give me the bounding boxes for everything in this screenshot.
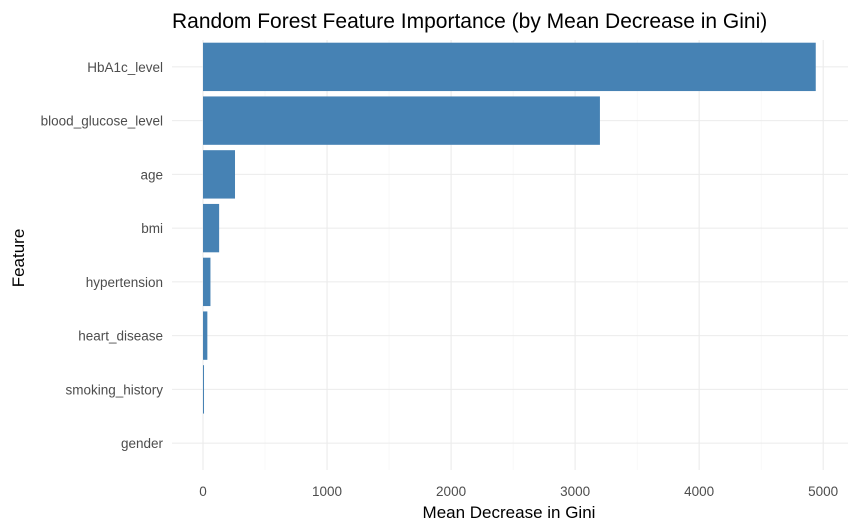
x-axis-title: Mean Decrease in Gini <box>423 503 596 522</box>
x-tick-label: 1000 <box>312 484 342 499</box>
x-tick-label: 2000 <box>436 484 466 499</box>
bar-smoking_history <box>203 365 205 414</box>
bar-bmi <box>203 203 220 253</box>
bar-age <box>203 150 236 199</box>
y-axis-title: Feature <box>9 229 28 288</box>
y-tick-label: smoking_history <box>65 382 163 397</box>
y-tick-label: age <box>140 167 163 182</box>
y-tick-label: bmi <box>141 221 163 236</box>
bar-heart_disease <box>203 311 208 360</box>
y-tick-label: hypertension <box>86 275 163 290</box>
bar-blood_glucose_level <box>203 96 600 145</box>
x-tick-label: 3000 <box>560 484 590 499</box>
y-tick-label: blood_glucose_level <box>41 114 163 129</box>
chart-title: Random Forest Feature Importance (by Mea… <box>172 10 767 33</box>
y-tick-label: heart_disease <box>78 329 163 344</box>
bar-hypertension <box>203 257 211 307</box>
x-axis-ticks: 0 1000 2000 3000 4000 5000 <box>199 484 838 499</box>
y-tick-label: gender <box>121 436 164 451</box>
bar-HbA1c_level <box>203 42 816 92</box>
x-tick-label: 0 <box>199 484 207 499</box>
y-tick-label: HbA1c_level <box>87 60 163 75</box>
x-tick-label: 5000 <box>808 484 838 499</box>
x-tick-label: 4000 <box>684 484 714 499</box>
bars <box>203 42 816 414</box>
